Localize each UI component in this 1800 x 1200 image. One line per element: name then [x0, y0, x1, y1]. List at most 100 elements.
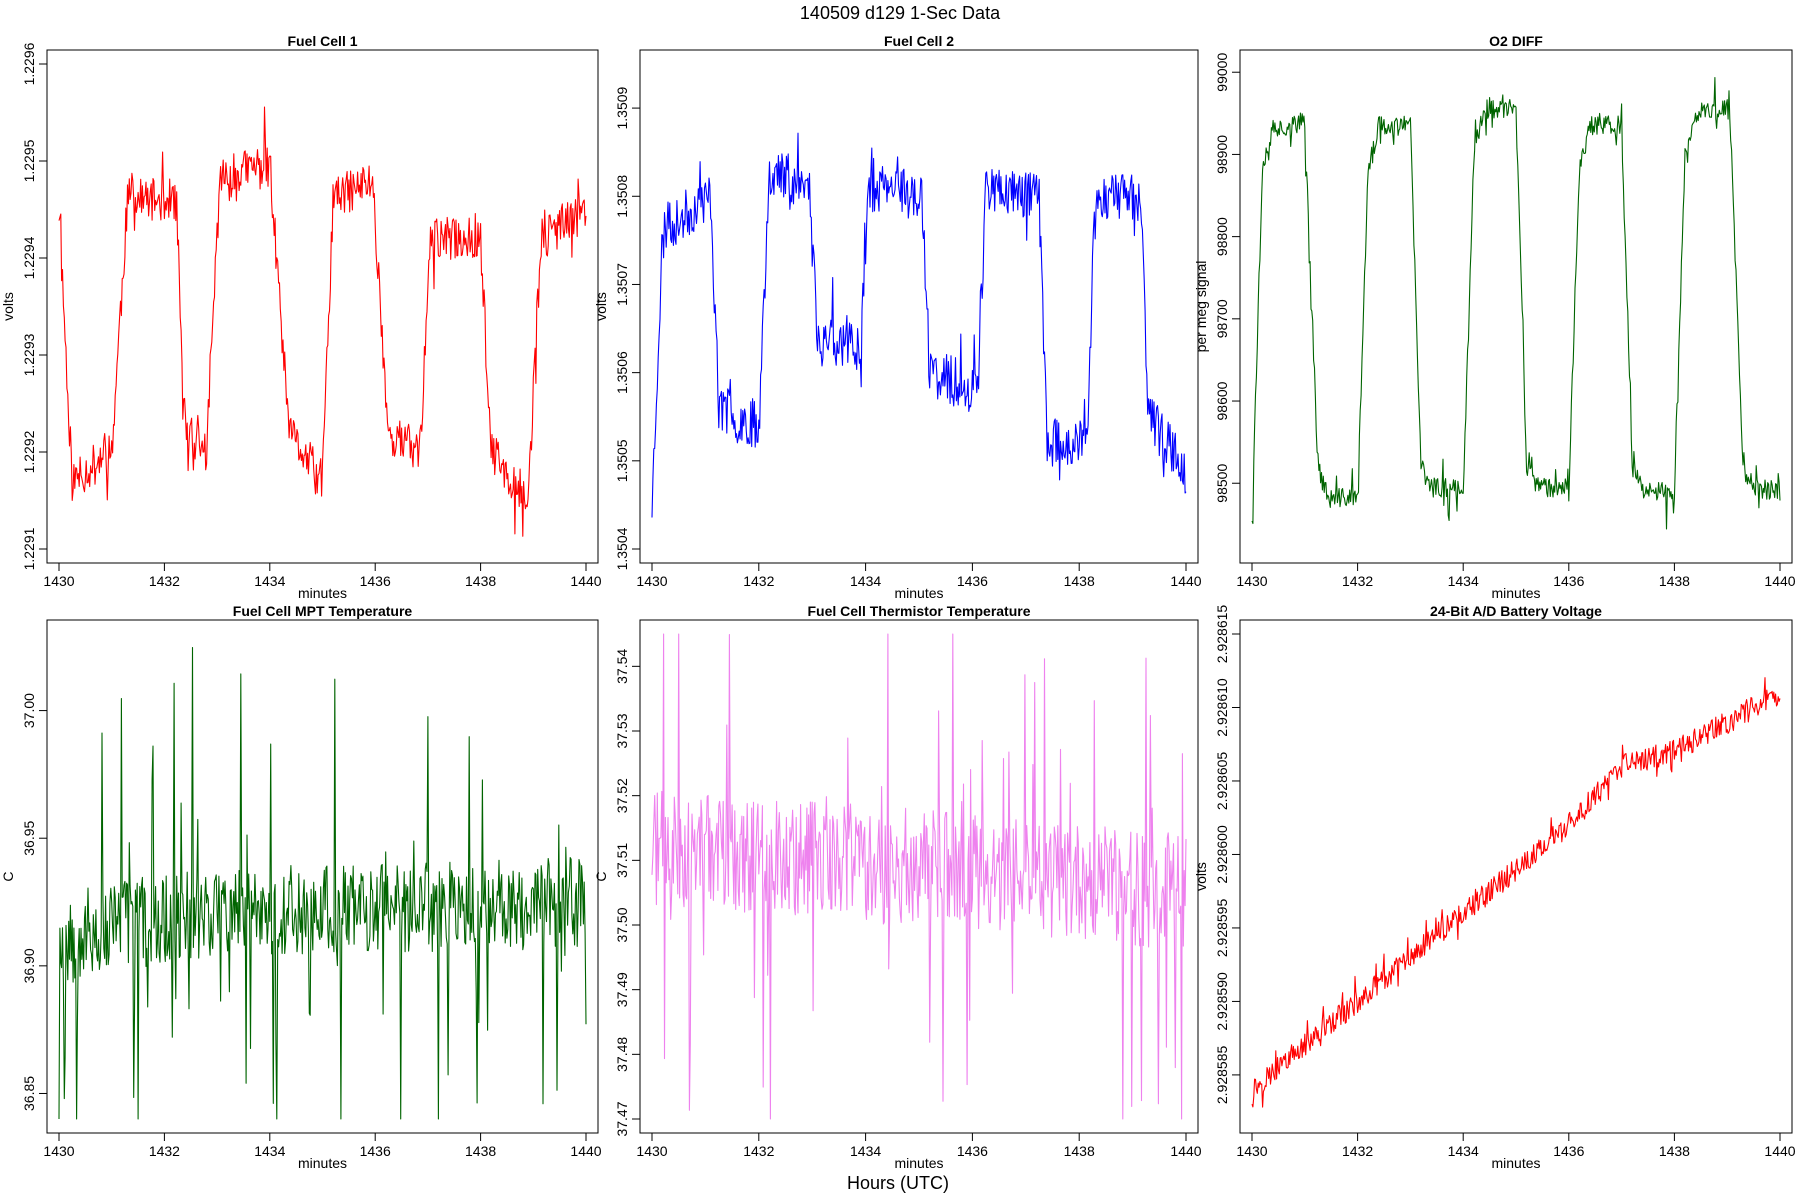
x-tick-label: 1438: [465, 1143, 496, 1159]
x-tick-label: 1430: [636, 573, 667, 589]
y-tick-label: 1.2293: [21, 333, 37, 376]
x-tick-label: 1440: [1764, 1143, 1795, 1159]
series-line: [58, 646, 587, 1120]
y-tick-label: 1.2291: [21, 527, 37, 570]
panel-title: Fuel Cell 1: [287, 33, 357, 49]
panel-title: 24-Bit A/D Battery Voltage: [1430, 603, 1602, 619]
x-tick-label: 1430: [1236, 573, 1267, 589]
y-tick-label: 2.928590: [1214, 972, 1230, 1031]
panel-title: Fuel Cell MPT Temperature: [233, 603, 413, 619]
x-tick-label: 1434: [254, 573, 285, 589]
x-tick-label: 1432: [1342, 1143, 1373, 1159]
y-tick-label: 37.53: [614, 713, 630, 748]
x-tick-label: 1440: [1764, 573, 1795, 589]
y-axis-label: volts: [1193, 862, 1209, 891]
y-tick-label: 36.95: [21, 820, 37, 855]
y-tick-label: 37.50: [614, 907, 630, 942]
y-tick-label: 98700: [1214, 299, 1230, 338]
y-tick-label: 1.3504: [614, 527, 630, 570]
figure-footer-xlabel: Hours (UTC): [847, 1173, 949, 1193]
x-axis-label: minutes: [1491, 585, 1540, 601]
x-tick-label: 1438: [465, 573, 496, 589]
y-tick-label: 2.928605: [1214, 752, 1230, 811]
x-tick-label: 1436: [957, 573, 988, 589]
x-tick-label: 1430: [636, 1143, 667, 1159]
y-tick-label: 2.928610: [1214, 678, 1230, 737]
x-tick-label: 1434: [1448, 573, 1479, 589]
plot-frame: [46, 619, 599, 1134]
x-tick-label: 1436: [360, 573, 391, 589]
y-tick-label: 1.2295: [21, 139, 37, 182]
plot-frame: [639, 49, 1199, 564]
x-tick-label: 1430: [43, 573, 74, 589]
panel-title: Fuel Cell 2: [884, 33, 954, 49]
y-tick-label: 37.49: [614, 972, 630, 1007]
x-tick-label: 1440: [570, 1143, 601, 1159]
x-axis-label: minutes: [298, 1155, 347, 1171]
x-tick-label: 1436: [1553, 1143, 1584, 1159]
x-tick-label: 1438: [1064, 573, 1095, 589]
x-tick-label: 1432: [1342, 573, 1373, 589]
y-tick-label: 98600: [1214, 381, 1230, 420]
y-tick-label: 1.2296: [21, 42, 37, 85]
x-axis-label: minutes: [1491, 1155, 1540, 1171]
series-line: [58, 106, 587, 537]
y-tick-label: 99000: [1214, 53, 1230, 92]
panel-3: O2 DIFF 1430 1432 1434 1436 1438 1440 minutes 98…: [1193, 33, 1796, 601]
x-tick-label: 1438: [1659, 1143, 1690, 1159]
plot-frame: [46, 49, 599, 564]
y-axis-label: C: [593, 871, 609, 881]
x-tick-label: 1440: [570, 573, 601, 589]
x-tick-label: 1430: [43, 1143, 74, 1159]
panels: Fuel Cell 1 1430 1432 1434 1436 1438 1440 minut…: [0, 33, 1796, 1171]
x-tick-label: 1430: [1236, 1143, 1267, 1159]
x-tick-label: 1432: [743, 573, 774, 589]
y-tick-label: 1.3509: [614, 86, 630, 129]
y-tick-label: 37.51: [614, 843, 630, 878]
figure-title: 140509 d129 1-Sec Data: [800, 3, 1001, 23]
y-tick-label: 1.2294: [21, 236, 37, 279]
plot-frame: [1239, 619, 1793, 1134]
y-tick-label: 37.48: [614, 1037, 630, 1072]
y-tick-label: 2.928595: [1214, 899, 1230, 958]
y-tick-label: 98900: [1214, 135, 1230, 174]
panel-2: Fuel Cell 2 1430 1432 1434 1436 1438 1440 minut…: [593, 33, 1202, 601]
panel-1: Fuel Cell 1 1430 1432 1434 1436 1438 1440 minut…: [0, 33, 602, 601]
y-tick-label: 1.3505: [614, 439, 630, 482]
x-tick-label: 1434: [1448, 1143, 1479, 1159]
x-tick-label: 1436: [957, 1143, 988, 1159]
series-line: [1251, 77, 1781, 530]
series-line: [651, 132, 1187, 518]
y-tick-label: 37.52: [614, 778, 630, 813]
x-tick-label: 1432: [149, 573, 180, 589]
x-tick-label: 1438: [1064, 1143, 1095, 1159]
series-line: [651, 633, 1187, 1120]
x-tick-label: 1432: [743, 1143, 774, 1159]
x-tick-label: 1436: [360, 1143, 391, 1159]
y-tick-label: 37.00: [21, 693, 37, 728]
x-tick-label: 1432: [149, 1143, 180, 1159]
y-tick-label: 1.2292: [21, 430, 37, 473]
series-line: [1251, 677, 1781, 1108]
y-tick-label: 2.928585: [1214, 1046, 1230, 1105]
plot-frame: [1239, 49, 1793, 564]
plot-frame: [639, 619, 1199, 1134]
y-tick-label: 2.928615: [1214, 605, 1230, 664]
x-tick-label: 1436: [1553, 573, 1584, 589]
x-axis-label: minutes: [298, 585, 347, 601]
y-tick-label: 1.3508: [614, 175, 630, 218]
panel-5: Fuel Cell Thermistor Temperature 1430 1432…: [593, 603, 1202, 1171]
panel-6: 24-Bit A/D Battery Voltage 1430 1432 1434 14…: [1193, 603, 1796, 1171]
panel-title: O2 DIFF: [1489, 33, 1543, 49]
panel-4: Fuel Cell MPT Temperature 1430 1432 1434 143…: [0, 603, 602, 1171]
y-tick-label: 36.85: [21, 1076, 37, 1111]
x-tick-label: 1434: [254, 1143, 285, 1159]
y-tick-label: 37.47: [614, 1101, 630, 1136]
x-tick-label: 1440: [1170, 573, 1201, 589]
x-tick-label: 1438: [1659, 573, 1690, 589]
y-tick-label: 98800: [1214, 217, 1230, 256]
y-tick-label: 37.54: [614, 649, 630, 684]
y-tick-label: 36.90: [21, 948, 37, 983]
y-axis-label: volts: [593, 292, 609, 321]
